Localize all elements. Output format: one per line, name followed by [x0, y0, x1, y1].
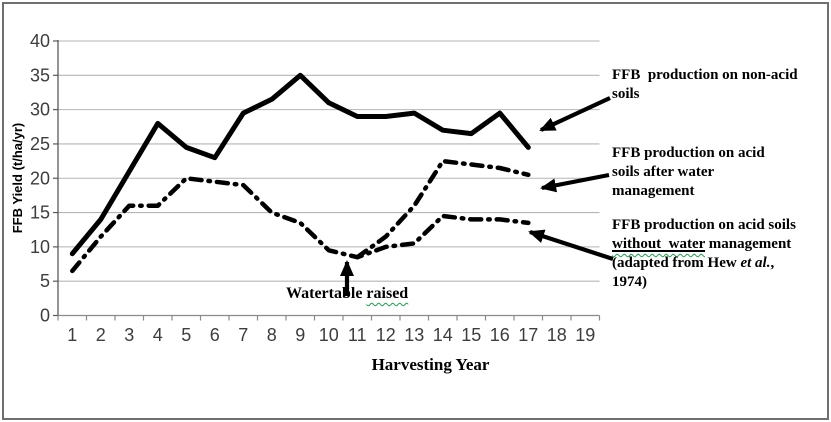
y-tick-label: 40	[30, 31, 50, 51]
x-tick-label: 9	[295, 325, 305, 345]
y-tick-label: 20	[30, 168, 50, 188]
x-tick-label: 19	[575, 325, 595, 345]
watertable-annotation-text: Watertable	[286, 285, 367, 302]
y-tick-label: 0	[40, 306, 50, 326]
x-tick-label: 4	[153, 325, 163, 345]
x-tick-label: 1	[67, 325, 77, 345]
y-tick-label: 30	[30, 100, 50, 120]
legend-arrow-non-acid	[539, 96, 611, 132]
x-tick-label: 14	[433, 325, 453, 345]
watertable-annotation: Watertable raised	[286, 285, 408, 303]
legend-3-underlined-text: without water	[612, 235, 706, 252]
x-tick-label: 2	[96, 325, 106, 345]
x-tick-label: 8	[267, 325, 277, 345]
x-tick-label: 16	[490, 325, 510, 345]
y-tick-label: 25	[30, 134, 50, 154]
legend-arrow-acid-after	[540, 172, 610, 193]
x-axis-title: Harvesting Year	[371, 355, 490, 374]
y-tick-label: 35	[30, 65, 50, 85]
y-axis-title: FFB Yield (t/ha/yr)	[10, 122, 25, 234]
series-non-acid-line	[69, 72, 531, 257]
legend-arrow-acid-without	[528, 229, 614, 261]
y-tick-label: 5	[40, 271, 50, 291]
x-tick-label: 3	[124, 325, 134, 345]
series-acid-without-line	[70, 176, 531, 274]
y-tick-label: 15	[30, 203, 50, 223]
x-tick-label: 15	[461, 325, 481, 345]
x-tick-label: 17	[518, 325, 538, 345]
legend-3-text: FFB production on acid soils	[612, 217, 800, 233]
y-tick-label: 10	[30, 237, 50, 257]
legend-acid-soils-after-management: FFB production on acid soils after water…	[612, 145, 769, 199]
x-tick-label: 10	[319, 325, 339, 345]
x-tick-label: 6	[210, 325, 220, 345]
legend-acid-soils-without-management: FFB production on acid soils without wat…	[612, 216, 798, 292]
x-tick-label: 7	[238, 325, 248, 345]
legend-3-italic-citation: et al.	[740, 254, 771, 271]
watertable-annotation-wavy-word: raised	[366, 285, 409, 302]
x-tick-label: 13	[404, 325, 424, 345]
legend-non-acid-soils: FFB production on non-acid soils	[612, 67, 802, 102]
series-acid-after-line	[355, 158, 531, 260]
x-tick-label: 18	[547, 325, 567, 345]
legend-3-text: management (adapted from Hew	[612, 235, 796, 271]
x-tick-label: 11	[348, 325, 367, 345]
legend-3-text: , 1974)	[612, 254, 778, 290]
x-tick-label: 5	[181, 325, 191, 345]
x-tick-label: 12	[376, 325, 396, 345]
